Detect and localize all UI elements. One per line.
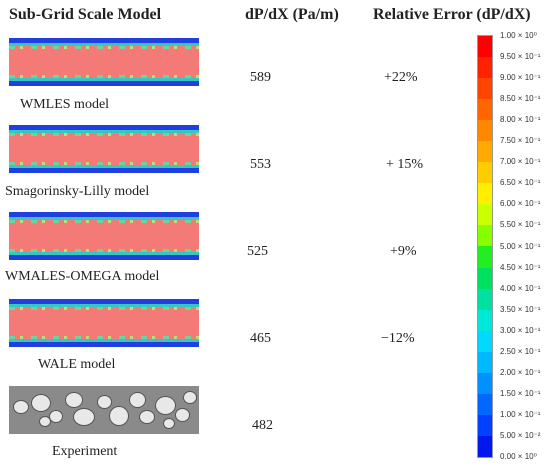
colorbar-segment — [478, 393, 492, 415]
colorbar-tick-label: 4.50 × 10⁻¹ — [500, 262, 541, 272]
colorbar-segment — [478, 99, 492, 121]
wmles-contour-image — [9, 38, 199, 86]
colorbar-tick-label: 9.00 × 10⁻¹ — [500, 73, 541, 83]
error-wmles: +22% — [384, 70, 418, 85]
colorbar-segment — [478, 141, 492, 163]
value-smagorinsky-lilly: 553 — [250, 157, 271, 172]
colorbar-tick-label: 5.50 × 10⁻¹ — [500, 220, 541, 230]
colorbar-segment — [478, 78, 492, 100]
colorbar-tick-label: 3.00 × 10⁻¹ — [500, 325, 541, 335]
colorbar-tick-label: 1.00 × 10⁰ — [500, 31, 537, 40]
value-wmles: 589 — [250, 70, 271, 85]
header-relative-error: Relative Error (dP/dX) — [373, 6, 531, 23]
colorbar-tick-label: 5.00 × 10⁻¹ — [500, 241, 541, 251]
smagorinsky-lilly-contour-image — [9, 125, 199, 173]
wale-contour-image — [9, 299, 199, 347]
label-wmles: WMLES model — [20, 97, 110, 112]
colorbar-tick-label: 3.50 × 10⁻¹ — [500, 304, 541, 314]
colorbar-segment — [478, 204, 492, 226]
colorbar-segment — [478, 36, 492, 58]
colorbar-segment — [478, 120, 492, 142]
value-wale: 465 — [250, 331, 271, 346]
colorbar-tick-label: 6.50 × 10⁻¹ — [500, 178, 541, 188]
experiment-photo — [9, 386, 199, 434]
wmales-omega-contour-image — [9, 212, 199, 260]
error-wale: −12% — [381, 331, 415, 346]
colorbar-segment — [478, 414, 492, 436]
value-wmales-omega: 525 — [247, 244, 268, 259]
colorbar-segment — [478, 246, 492, 268]
colorbar-tick-label: 7.50 × 10⁻¹ — [500, 136, 541, 146]
colorbar-segment — [478, 330, 492, 352]
colorbar-tick-label: 2.50 × 10⁻¹ — [500, 346, 541, 356]
colorbar-tick-label: 4.00 × 10⁻¹ — [500, 283, 541, 293]
colorbar-segment — [478, 57, 492, 79]
colorbar-segment — [478, 267, 492, 289]
colorbar-segment — [478, 351, 492, 373]
label-wmales-omega: WMALES-OMEGA model — [5, 269, 160, 284]
colorbar-segment — [478, 183, 492, 205]
colorbar-segment — [478, 435, 492, 457]
colorbar-segment — [478, 288, 492, 310]
label-wale: WALE model — [38, 357, 116, 372]
colorbar-tick-label: 6.00 × 10⁻¹ — [500, 199, 541, 209]
colorbar — [477, 35, 493, 458]
colorbar-segment — [478, 225, 492, 247]
colorbar-tick-label: 9.50 × 10⁻¹ — [500, 52, 541, 62]
error-wmales-omega: +9% — [390, 244, 417, 259]
colorbar-tick-label: 2.00 × 10⁻¹ — [500, 367, 541, 377]
colorbar-tick-label: 7.00 × 10⁻¹ — [500, 157, 541, 167]
colorbar-tick-label: 5.00 × 10⁻² — [500, 430, 541, 440]
colorbar-tick-label: 0.00 × 10⁰ — [500, 452, 537, 461]
header-model: Sub-Grid Scale Model — [9, 6, 162, 23]
colorbar-segment — [478, 162, 492, 184]
colorbar-segment — [478, 372, 492, 394]
label-smagorinsky-lilly: Smagorinsky-Lilly model — [5, 184, 150, 199]
error-smagorinsky-lilly: + 15% — [386, 157, 424, 172]
colorbar-segment — [478, 309, 492, 331]
colorbar-tick-label: 8.50 × 10⁻¹ — [500, 94, 541, 104]
colorbar-tick-label: 1.00 × 10⁻¹ — [500, 409, 541, 419]
colorbar-tick-label: 1.50 × 10⁻¹ — [500, 388, 541, 398]
colorbar-tick-label: 8.00 × 10⁻¹ — [500, 115, 541, 125]
label-experiment: Experiment — [52, 444, 118, 459]
header-pressure-gradient: dP/dX (Pa/m) — [245, 6, 339, 23]
value-experiment: 482 — [252, 418, 273, 433]
